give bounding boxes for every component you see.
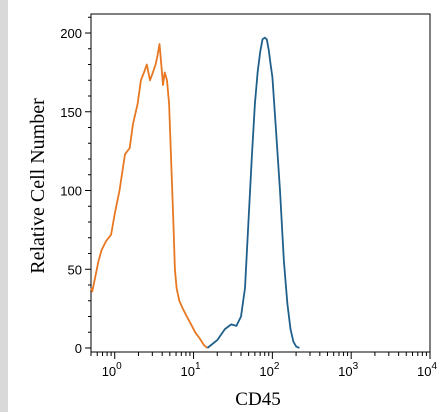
x-tick-label: 101 [181,361,201,379]
y-tick-label: 50 [68,262,82,277]
x-tick-label: 104 [417,361,437,379]
histogram-series-2 [206,36,300,349]
x-axis-label: CD45 [235,389,280,410]
x-axis: 100 101 102 103 104 [90,352,437,379]
y-tick-label: 200 [60,26,82,41]
y-tick-label: 150 [60,105,82,120]
x-tick-label: 103 [338,361,358,379]
x-tick-label: 100 [102,361,122,379]
left-frame-border [0,0,8,412]
series-layer [90,36,300,349]
plot-frame [90,13,431,353]
y-tick-label: 100 [60,184,82,199]
y-axis: 0 50 100 150 200 [60,16,91,356]
x-tick-label: 102 [259,361,279,379]
y-axis-label: Relative Cell Number [27,98,49,274]
histogram-series-1 [90,43,208,349]
y-tick-label: 0 [75,341,82,356]
